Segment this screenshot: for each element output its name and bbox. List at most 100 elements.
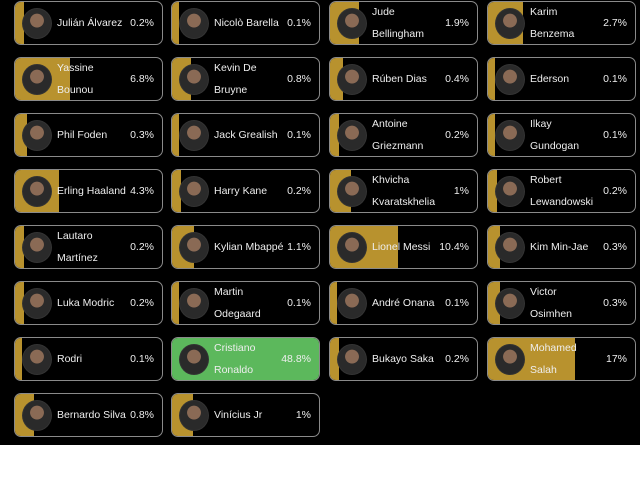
vote-percent: 1% [295,409,311,421]
player-avatar [337,176,367,207]
vote-percent: 0.1% [130,353,154,365]
player-card[interactable]: Kevin De Bruyne 0.8% [171,57,320,101]
player-avatar [179,288,209,319]
player-card[interactable]: Bukayo Saka 0.2% [329,337,478,381]
vote-percent: 0.1% [287,17,311,29]
vote-percent: 0.1% [287,297,311,309]
player-avatar [337,232,367,263]
vote-percent: 0.1% [445,297,469,309]
player-card[interactable]: Kim Min-Jae 0.3% [487,225,636,269]
vote-share-bar [488,114,495,156]
player-card[interactable]: Luka Modric 0.2% [14,281,163,325]
player-avatar [337,288,367,319]
player-avatar [22,288,52,319]
vote-share-bar [172,2,179,44]
vote-percent: 0.8% [287,73,311,85]
player-card[interactable]: Nicolò Barella 0.1% [171,1,320,45]
player-card[interactable]: Lautaro Martínez 0.2% [14,225,163,269]
player-card[interactable]: Jude Bellingham 1.9% [329,1,478,45]
player-avatar [495,176,525,207]
player-avatar [22,400,52,431]
player-name: Bernardo Silva [57,409,126,421]
player-card[interactable]: Khvicha Kvaratskhelia 1% [329,169,478,213]
player-card[interactable]: Bernardo Silva 0.8% [14,393,163,437]
player-card[interactable]: Jack Grealish 0.1% [171,113,320,157]
player-card[interactable]: Harry Kane 0.2% [171,169,320,213]
player-name: Ilkay Gundogan [530,118,580,152]
player-avatar [22,232,52,263]
player-avatar [337,64,367,95]
player-avatar [179,176,209,207]
player-name: Karim Benzema [530,6,575,40]
player-avatar [179,8,209,39]
player-card[interactable]: Kylian Mbappé 1.1% [171,225,320,269]
player-avatar [22,64,52,95]
player-name: Rúben Dias [372,73,427,85]
vote-share-bar [330,114,340,156]
vote-percent: 0.2% [130,241,154,253]
vote-percent: 0.1% [603,73,627,85]
player-card[interactable]: Julián Álvarez 0.2% [14,1,163,45]
vote-percent: 0.4% [445,73,469,85]
player-card[interactable]: Victor Osimhen 0.3% [487,281,636,325]
vote-share-bar [488,58,495,100]
vote-percent: 0.2% [603,185,627,197]
player-avatar [495,344,525,375]
player-name: Kylian Mbappé [214,241,284,253]
player-avatar [495,120,525,151]
vote-share-bar [15,114,27,156]
vote-share-bar [15,226,25,268]
player-avatar [22,176,52,207]
vote-percent: 2.7% [603,17,627,29]
player-avatar [22,344,52,375]
vote-share-bar [172,170,182,212]
player-name: Bukayo Saka [372,353,434,365]
player-card[interactable]: Ilkay Gundogan 0.1% [487,113,636,157]
vote-percent: 0.3% [603,297,627,309]
player-name: Erling Haaland [57,185,126,197]
player-name: Cristiano Ronaldo [214,342,256,376]
player-name: Mohamed Salah [530,342,577,376]
player-name: Yassine Bounou [57,62,94,96]
player-card[interactable]: Yassine Bounou 6.8% [14,57,163,101]
player-avatar [22,120,52,151]
player-name: Vinícius Jr [214,409,263,421]
player-card[interactable]: Vinícius Jr 1% [171,393,320,437]
player-card[interactable]: Ederson 0.1% [487,57,636,101]
player-name: Jude Bellingham [372,6,424,40]
player-name: Luka Modric [57,297,115,309]
player-card[interactable]: Phil Foden 0.3% [14,113,163,157]
player-name: Martin Odegaard [214,286,261,320]
vote-percent: 0.1% [603,129,627,141]
player-avatar [495,288,525,319]
player-avatar [179,344,209,375]
player-name: Lionel Messi [372,241,431,253]
vote-share-bar [488,226,500,268]
player-card[interactable]: André Onana 0.1% [329,281,478,325]
player-card[interactable]: Lionel Messi 10.4% [329,225,478,269]
player-card[interactable]: Martin Odegaard 0.1% [171,281,320,325]
player-avatar [179,400,209,431]
player-name: Khvicha Kvaratskhelia [372,174,436,208]
vote-percent: 0.8% [130,409,154,421]
player-name: Jack Grealish [214,129,278,141]
player-card[interactable]: Rúben Dias 0.4% [329,57,478,101]
player-card[interactable]: Cristiano Ronaldo 48.8% [171,337,320,381]
vote-percent: 0.3% [603,241,627,253]
player-name: Nicolò Barella [214,17,279,29]
player-name: Kevin De Bruyne [214,62,257,96]
vote-share-bar [15,338,22,380]
player-card[interactable]: Rodri 0.1% [14,337,163,381]
player-card[interactable]: Erling Haaland 4.3% [14,169,163,213]
vote-share-bar [172,114,179,156]
player-card[interactable]: Mohamed Salah 17% [487,337,636,381]
player-card[interactable]: Karim Benzema 2.7% [487,1,636,45]
player-avatar [179,120,209,151]
player-name: Victor Osimhen [530,286,573,320]
vote-share-bar [15,2,25,44]
vote-share-bar [330,282,337,324]
player-avatar [179,232,209,263]
player-card[interactable]: Antoine Griezmann 0.2% [329,113,478,157]
player-card[interactable]: Robert Lewandowski 0.2% [487,169,636,213]
player-name: Phil Foden [57,129,108,141]
